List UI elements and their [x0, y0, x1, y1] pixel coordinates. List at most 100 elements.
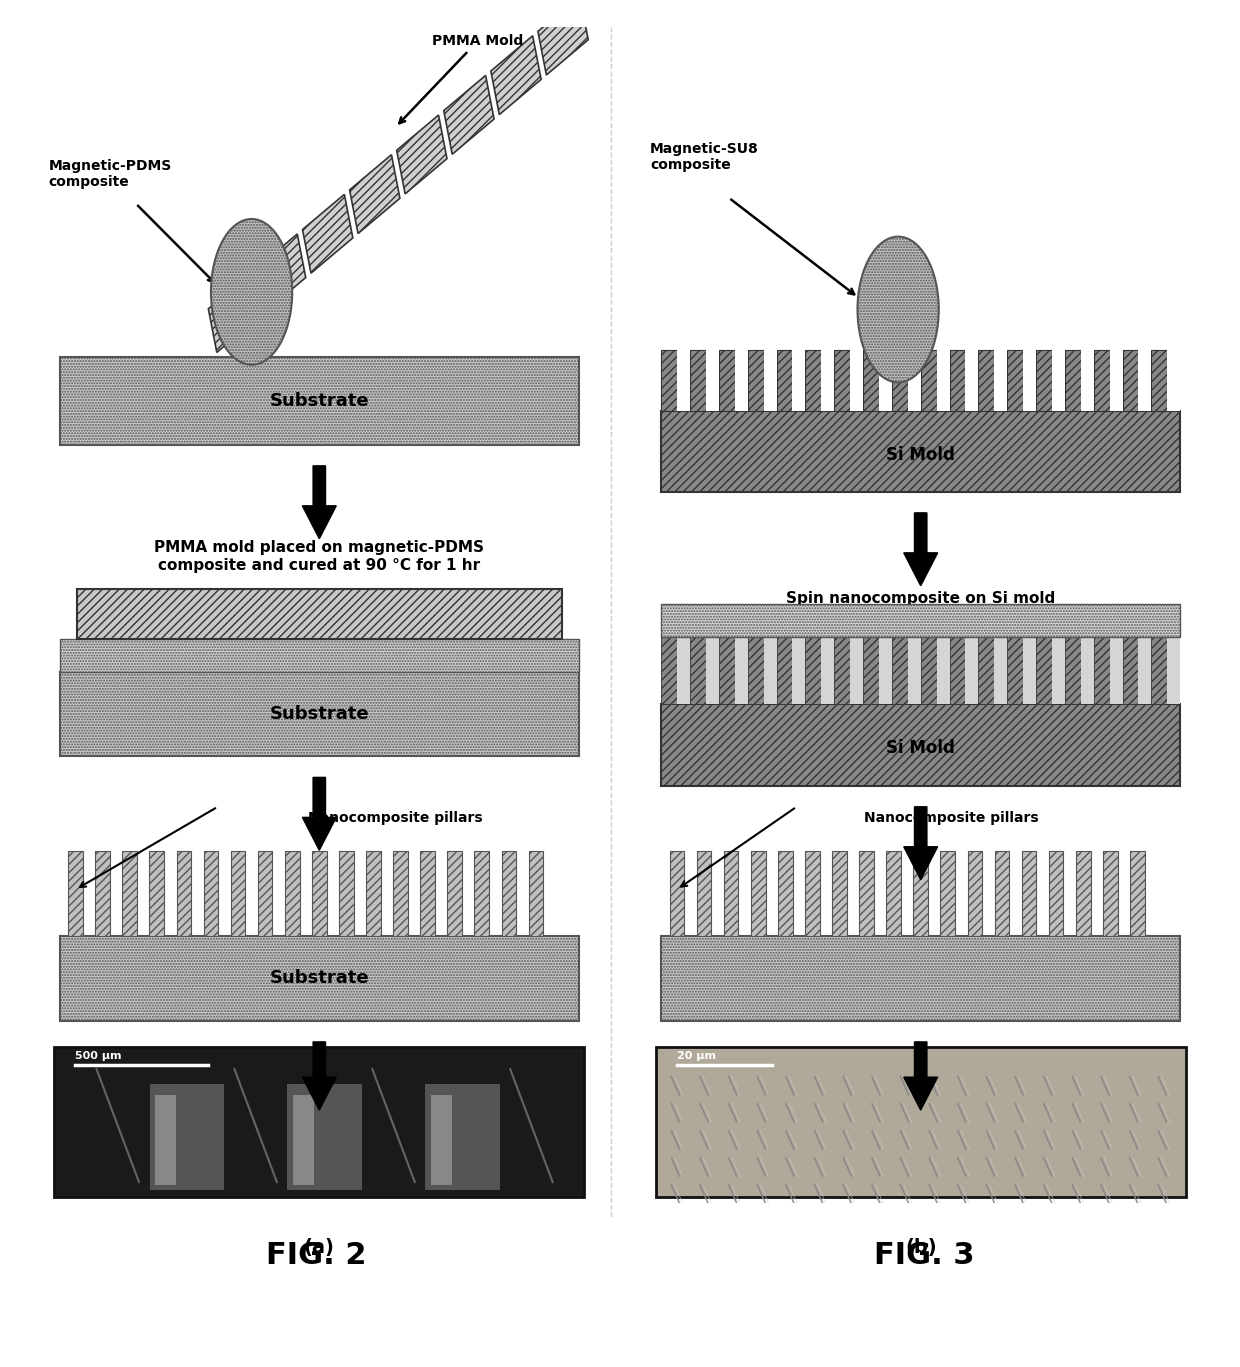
Bar: [1037, 637, 1052, 704]
Bar: [208, 273, 259, 353]
Bar: [258, 852, 273, 936]
Bar: [491, 36, 541, 115]
Bar: [1102, 852, 1117, 936]
Bar: [748, 637, 764, 704]
Bar: [475, 852, 489, 936]
Bar: [792, 637, 805, 704]
Bar: [832, 852, 847, 936]
Bar: [1076, 852, 1090, 936]
Bar: [60, 357, 579, 444]
Bar: [863, 637, 879, 704]
Bar: [936, 350, 950, 411]
Bar: [288, 1084, 362, 1189]
Bar: [805, 852, 820, 936]
Bar: [1065, 350, 1081, 411]
Bar: [677, 350, 689, 411]
Text: (a): (a): [304, 1239, 335, 1258]
Bar: [1167, 637, 1180, 704]
Bar: [150, 852, 164, 936]
Text: Nanocomposite pillars: Nanocomposite pillars: [308, 811, 482, 826]
Bar: [1081, 637, 1094, 704]
Bar: [719, 637, 735, 704]
FancyArrow shape: [904, 1042, 937, 1110]
Bar: [859, 852, 874, 936]
Bar: [255, 234, 306, 313]
FancyArrow shape: [904, 513, 937, 586]
Bar: [735, 637, 748, 704]
Bar: [805, 350, 821, 411]
Bar: [908, 637, 920, 704]
Ellipse shape: [211, 219, 293, 365]
Bar: [312, 852, 326, 936]
Bar: [661, 411, 1180, 492]
Bar: [203, 852, 218, 936]
Bar: [908, 350, 920, 411]
Text: Spin nanocomposite on Si mold
cured at 90 °C for 1 hr: Spin nanocomposite on Si mold cured at 9…: [786, 591, 1055, 623]
Bar: [879, 350, 892, 411]
Bar: [231, 852, 246, 936]
Bar: [285, 852, 300, 936]
Bar: [851, 637, 863, 704]
Bar: [1122, 637, 1138, 704]
Bar: [966, 637, 978, 704]
Bar: [55, 1047, 584, 1197]
Bar: [994, 350, 1007, 411]
Bar: [448, 852, 463, 936]
Bar: [863, 350, 879, 411]
Bar: [339, 852, 353, 936]
Bar: [950, 350, 966, 411]
Bar: [60, 638, 579, 671]
Bar: [77, 589, 562, 638]
Bar: [879, 637, 892, 704]
Bar: [1094, 350, 1110, 411]
Text: Magnetic-PDMS
composite: Magnetic-PDMS composite: [48, 159, 171, 190]
Bar: [776, 637, 792, 704]
Text: Si Mold: Si Mold: [887, 738, 955, 757]
FancyArrow shape: [303, 1042, 336, 1110]
Bar: [176, 852, 191, 936]
Bar: [821, 350, 835, 411]
Bar: [303, 194, 353, 273]
Bar: [1023, 637, 1037, 704]
Bar: [940, 852, 955, 936]
Bar: [851, 350, 863, 411]
Bar: [1138, 637, 1152, 704]
Bar: [430, 1095, 451, 1185]
Bar: [994, 637, 1007, 704]
Text: PMMA Mold: PMMA Mold: [399, 34, 523, 123]
Text: 20 μm: 20 μm: [677, 1051, 715, 1061]
Bar: [966, 350, 978, 411]
Bar: [1037, 350, 1052, 411]
Bar: [751, 852, 765, 936]
Bar: [835, 637, 851, 704]
Bar: [661, 604, 1180, 637]
Bar: [123, 852, 138, 936]
Bar: [60, 936, 579, 1021]
FancyArrow shape: [303, 466, 336, 539]
Bar: [350, 154, 399, 234]
Bar: [425, 1084, 500, 1189]
Bar: [1130, 852, 1145, 936]
Bar: [95, 852, 110, 936]
Bar: [719, 350, 735, 411]
Text: Magnetic-SU8
composite: Magnetic-SU8 composite: [650, 142, 759, 172]
Bar: [994, 852, 1009, 936]
Bar: [950, 637, 966, 704]
FancyArrow shape: [303, 778, 336, 850]
Bar: [892, 350, 908, 411]
Text: Substrate: Substrate: [269, 969, 370, 987]
Bar: [706, 637, 719, 704]
Bar: [1049, 852, 1064, 936]
Bar: [661, 704, 1180, 786]
Bar: [661, 350, 677, 411]
Bar: [887, 852, 901, 936]
Bar: [60, 671, 579, 756]
Bar: [936, 637, 950, 704]
Bar: [1110, 637, 1122, 704]
Bar: [1007, 350, 1023, 411]
Text: 500 μm: 500 μm: [76, 1051, 122, 1061]
Text: Substrate: Substrate: [269, 391, 370, 410]
Bar: [978, 637, 994, 704]
Bar: [501, 852, 516, 936]
Text: FIG. 2: FIG. 2: [265, 1241, 367, 1270]
